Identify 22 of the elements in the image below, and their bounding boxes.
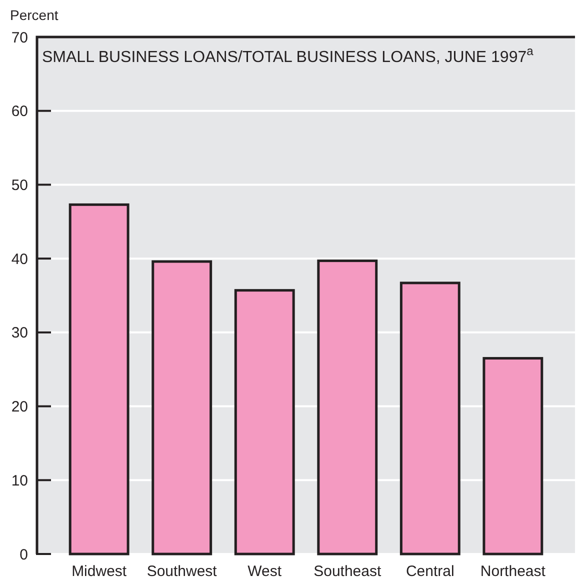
text: SMALL BUSINESS LOANS/TOTAL BUSINESS LOANS, JUNE 1997$^{a}$ <box>42 44 534 66</box>
x-tick-label: Midwest <box>72 563 128 580</box>
bar <box>317 260 378 556</box>
x-tick-label: West <box>248 563 282 580</box>
y-tick-label: 0 <box>20 546 28 564</box>
y-tick-label: 20 <box>11 398 28 416</box>
bar <box>482 357 544 556</box>
x-tick-label: Southeast <box>314 563 382 580</box>
bar <box>234 289 295 556</box>
x-tick-label: Central <box>406 563 454 580</box>
bar <box>152 260 212 556</box>
y-axis-title: Percent <box>10 7 58 23</box>
y-tick-label: 60 <box>11 103 28 120</box>
x-tick-label: Southwest <box>146 563 218 580</box>
bar <box>68 203 130 556</box>
y-tick-label: 50 <box>11 176 28 194</box>
bar <box>400 282 460 556</box>
y-tick-label: 70 <box>11 29 28 46</box>
y-tick-label: 10 <box>11 472 28 490</box>
y-tick-label: 30 <box>11 324 28 342</box>
x-tick-label: Northeast <box>480 563 546 580</box>
y-tick-label: 40 <box>11 250 28 268</box>
